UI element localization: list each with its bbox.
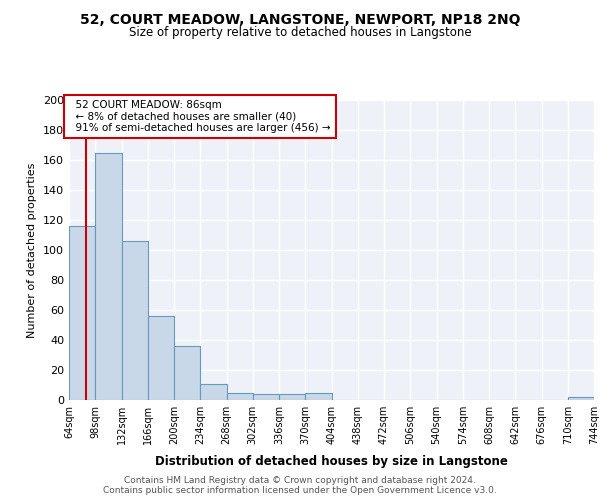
Bar (227, 392, 253, 400)
Y-axis label: Number of detached properties: Number of detached properties (28, 162, 37, 338)
Bar (174, 346, 200, 400)
Bar (95, 152, 121, 400)
Text: 52 COURT MEADOW: 86sqm
  ← 8% of detached houses are smaller (40)
  91% of semi-: 52 COURT MEADOW: 86sqm ← 8% of detached … (69, 100, 331, 133)
Bar (305, 392, 331, 400)
Text: Size of property relative to detached houses in Langstone: Size of property relative to detached ho… (128, 26, 472, 39)
Text: 52, COURT MEADOW, LANGSTONE, NEWPORT, NP18 2NQ: 52, COURT MEADOW, LANGSTONE, NEWPORT, NP… (80, 12, 520, 26)
Bar (279, 394, 305, 400)
Bar (253, 394, 279, 400)
Bar (200, 384, 227, 400)
Bar (69, 226, 95, 400)
X-axis label: Distribution of detached houses by size in Langstone: Distribution of detached houses by size … (155, 456, 508, 468)
Bar (121, 241, 148, 400)
Bar (568, 397, 594, 400)
Text: Contains HM Land Registry data © Crown copyright and database right 2024.
Contai: Contains HM Land Registry data © Crown c… (103, 476, 497, 495)
Bar (148, 316, 174, 400)
